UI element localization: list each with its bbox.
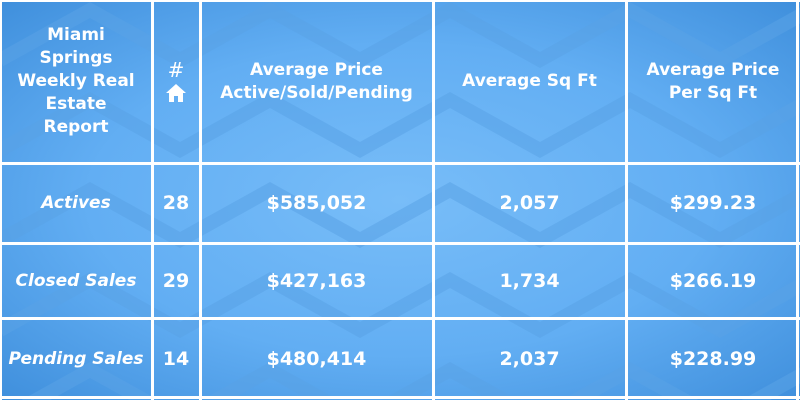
grid-line [0, 396, 800, 399]
header-cell-text: # [167, 58, 185, 82]
data-cell: $228.99 [626, 318, 800, 400]
data-cell: 14 [152, 318, 200, 400]
grid-line [0, 317, 800, 320]
grid-line [0, 0, 800, 2]
header-cell: Miami Springs Weekly Real Estate Report [0, 0, 152, 163]
data-cell-text: $228.99 [669, 348, 757, 370]
data-cell: $299.23 [626, 163, 800, 243]
data-cell: $427,163 [200, 243, 433, 318]
row-label-text: Closed Sales [15, 270, 137, 291]
data-cell-text: $585,052 [266, 192, 367, 214]
data-cell: $585,052 [200, 163, 433, 243]
data-cell-text: $427,163 [266, 269, 367, 292]
data-cell-text: 29 [162, 269, 190, 292]
data-cell: 29 [152, 243, 200, 318]
header-cell: # [152, 0, 200, 163]
grid-line [0, 242, 800, 245]
grid-line [199, 0, 202, 400]
data-cell-text: 14 [162, 348, 190, 370]
row-label: Actives [0, 163, 152, 243]
row-label-text: Actives [41, 193, 111, 213]
grid-line [625, 0, 628, 400]
row-label: Pending Sales [0, 318, 152, 400]
data-cell: 28 [152, 163, 200, 243]
data-cell: 1,734 [433, 243, 626, 318]
data-cell-text: 2,057 [499, 192, 560, 214]
data-cell-text: 1,734 [499, 269, 560, 292]
grid-line [432, 0, 435, 400]
row-label: Closed Sales [0, 243, 152, 318]
data-cell-text: $266.19 [669, 269, 757, 292]
header-cell-text: Average Price Per Sq Ft [646, 59, 780, 103]
header-cell-text: Miami Springs Weekly Real Estate Report [17, 25, 135, 137]
grid-line [0, 0, 2, 400]
data-cell: 2,057 [433, 163, 626, 243]
header-cell-text: Average Price Active/Sold/Pending [220, 59, 413, 103]
data-cell: 2,037 [433, 318, 626, 400]
grid-line [151, 0, 154, 400]
data-cell: $480,414 [200, 318, 433, 400]
header-cell: Average Sq Ft [433, 0, 626, 163]
grid-line [0, 162, 800, 165]
header-cell: Average Price Per Sq Ft [626, 0, 800, 163]
data-cell-text: $480,414 [266, 348, 367, 370]
header-cell-text: Average Sq Ft [462, 71, 597, 91]
grid-line [796, 0, 799, 400]
data-cell-text: 28 [162, 192, 190, 214]
house-icon [166, 84, 186, 102]
data-cell: $266.19 [626, 243, 800, 318]
header-cell: Average Price Active/Sold/Pending [200, 0, 433, 163]
data-cell-text: 2,037 [499, 348, 560, 370]
row-label-text: Pending Sales [8, 349, 144, 369]
data-cell-text: $299.23 [669, 192, 757, 214]
